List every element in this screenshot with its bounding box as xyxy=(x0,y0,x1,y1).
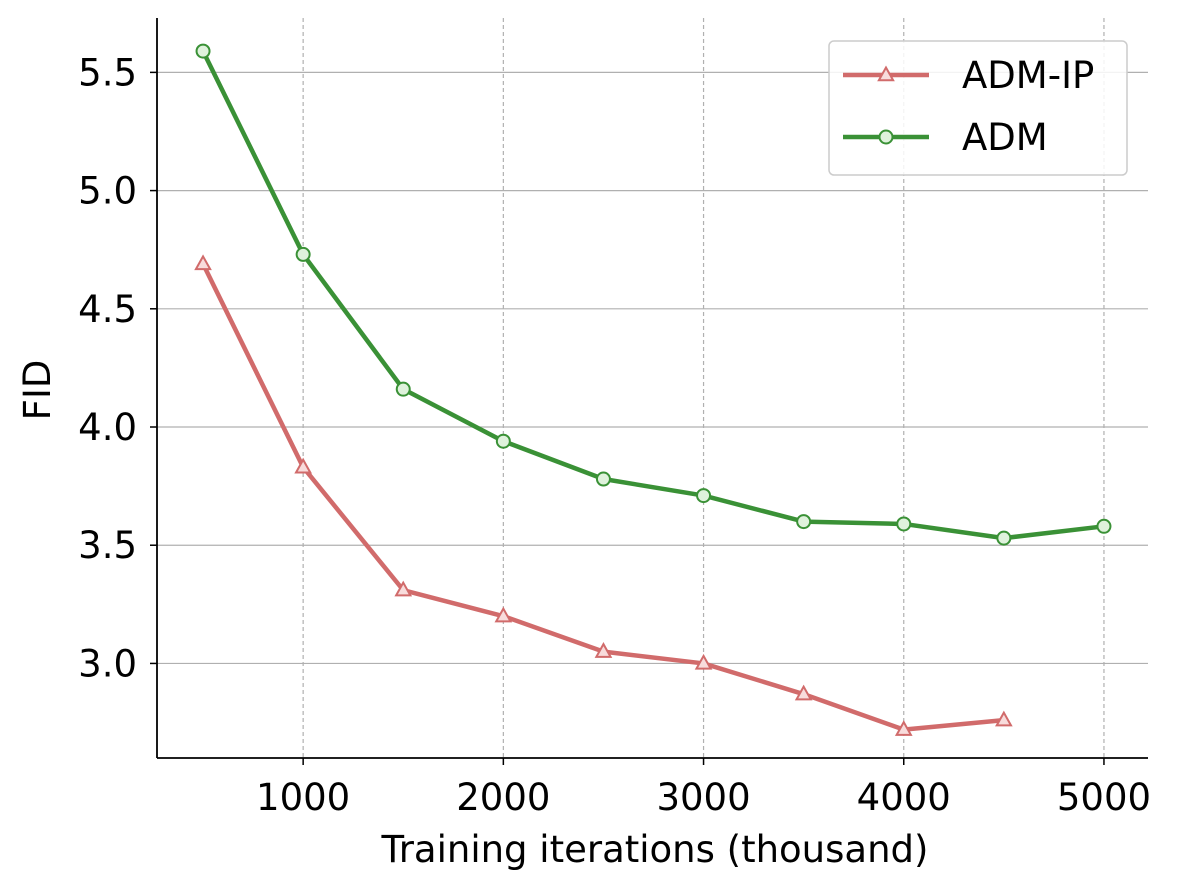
legend-label: ADM xyxy=(962,116,1048,159)
x-tick-label: 4000 xyxy=(857,776,951,819)
series-adm xyxy=(195,43,1112,546)
data-point-triangle xyxy=(995,710,1013,727)
y-tick-label: 4.0 xyxy=(78,406,137,449)
data-point-triangle xyxy=(694,653,713,670)
x-tick-label: 1000 xyxy=(256,776,350,819)
series-adm-ip xyxy=(194,254,1013,736)
data-point-circle xyxy=(295,246,311,262)
data-point-triangle xyxy=(594,642,613,658)
y-tick-label: 5.5 xyxy=(78,51,137,94)
series-line xyxy=(201,262,1005,732)
data-point-circle xyxy=(495,433,511,449)
data-point-triangle xyxy=(294,457,312,474)
series-line xyxy=(201,50,1105,541)
grid-layer xyxy=(157,18,1148,758)
y-tick-label: 4.5 xyxy=(78,288,137,331)
data-point-triangle xyxy=(794,684,813,701)
x-axis-label: Training iterations (thousand) xyxy=(381,828,929,871)
data-point-triangle xyxy=(394,580,413,597)
y-tick-label: 5.0 xyxy=(78,170,137,213)
data-point-triangle xyxy=(494,606,513,623)
y-tick-label: 3.5 xyxy=(78,524,137,567)
data-point-circle xyxy=(595,471,611,487)
tick-label-layer: 1000 2000 3000 4000 5000 3.0 3.5 4.0 4.5 5.0 5.5 xyxy=(78,51,1151,819)
series-layer xyxy=(194,43,1112,736)
data-point-circle xyxy=(1096,518,1112,534)
data-point-circle xyxy=(696,488,712,504)
data-point-circle xyxy=(796,514,812,530)
legend-entries: ADM-IP ADM xyxy=(843,54,1094,159)
x-tick-label: 3000 xyxy=(656,776,750,819)
legend-label: ADM-IP xyxy=(962,54,1094,97)
legend-entry-adm-ip: ADM-IP xyxy=(843,54,1094,97)
data-point-triangle xyxy=(894,720,913,736)
y-axis-label: FID xyxy=(16,360,59,421)
legend-marker-circle xyxy=(878,129,894,145)
legend-entry-adm: ADM xyxy=(843,116,1048,159)
legend: ADM-IP ADM xyxy=(828,40,1128,176)
data-point-circle xyxy=(996,530,1012,546)
data-point-circle xyxy=(896,516,912,532)
y-tick-label: 3.0 xyxy=(78,642,137,685)
data-point-circle xyxy=(395,381,411,397)
axes-layer xyxy=(150,18,1148,765)
x-tick-label: 5000 xyxy=(1057,776,1151,819)
data-point-triangle xyxy=(194,254,212,271)
data-point-circle xyxy=(195,43,211,59)
x-tick-label: 2000 xyxy=(456,776,550,819)
legend-marker-triangle xyxy=(877,65,895,82)
